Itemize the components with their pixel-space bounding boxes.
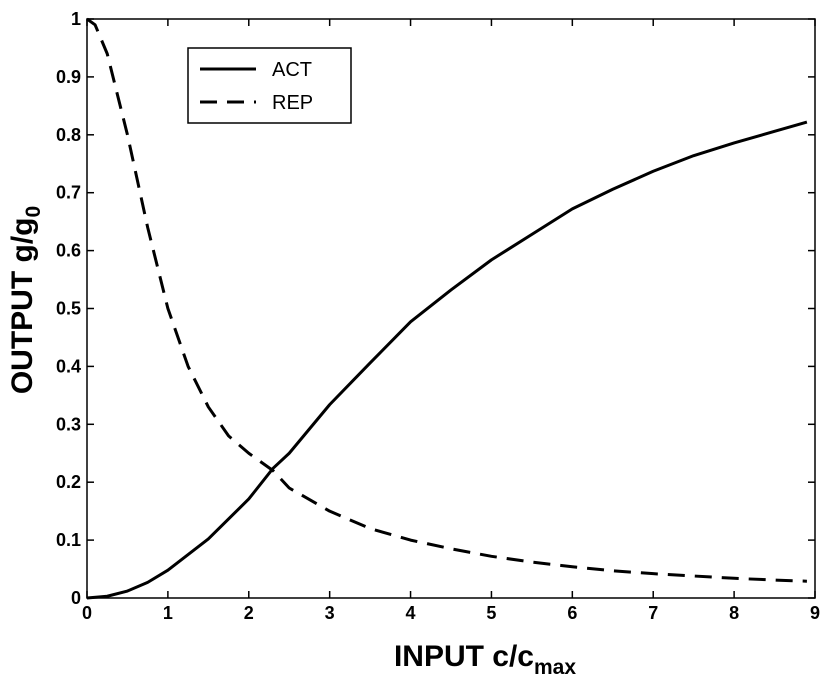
- x-tick-label: 3: [325, 603, 335, 623]
- x-tick-label: 1: [163, 603, 173, 623]
- y-tick-label: 0.1: [56, 530, 81, 550]
- legend-label-act: ACT: [272, 59, 312, 81]
- y-tick-label: 0.7: [56, 183, 81, 203]
- y-tick-label: 0.8: [56, 125, 81, 145]
- x-tick-label: 8: [729, 603, 739, 623]
- y-tick-label: 1: [71, 9, 81, 29]
- x-tick-label: 2: [244, 603, 254, 623]
- y-tick-label: 0.4: [56, 356, 81, 376]
- x-tick-label: 9: [810, 603, 820, 623]
- x-tick-label: 0: [82, 603, 92, 623]
- plot-area: 0 1 2 3 4 5 6 7 8 9 0 0.1 0.2 0.3 0.4 0.5 0.6 0.7 0.8 0.9 1: [56, 9, 820, 623]
- x-axis-label-sub: max: [534, 656, 576, 679]
- y-tick-label: 0.3: [56, 414, 81, 434]
- y-tick-label: 0.6: [56, 241, 81, 261]
- x-tick-label: 5: [486, 603, 496, 623]
- legend: ACT REP: [187, 47, 352, 124]
- x-tick-label: 4: [406, 603, 416, 623]
- series-line-rep: [86, 17, 807, 583]
- x-tick-label: 6: [567, 603, 577, 623]
- x-axis-label-main: INPUT c/c: [394, 640, 534, 673]
- y-axis-label: OUTPUT g/g0: [6, 206, 45, 394]
- x-tick-label: 7: [648, 603, 658, 623]
- y-tick-label: 0.9: [56, 67, 81, 87]
- y-tick-label: 0.2: [56, 472, 81, 492]
- y-axis-label-sub: 0: [22, 206, 45, 218]
- legend-label-rep: REP: [272, 92, 313, 114]
- x-axis-label: INPUT c/cmax: [394, 640, 576, 679]
- y-tick-label: 0: [71, 588, 81, 608]
- series-line-act: [86, 120, 808, 600]
- y-tick-label: 0.5: [56, 299, 81, 319]
- legend-box: [187, 47, 352, 124]
- y-axis-label-main: OUTPUT g/g: [6, 218, 39, 395]
